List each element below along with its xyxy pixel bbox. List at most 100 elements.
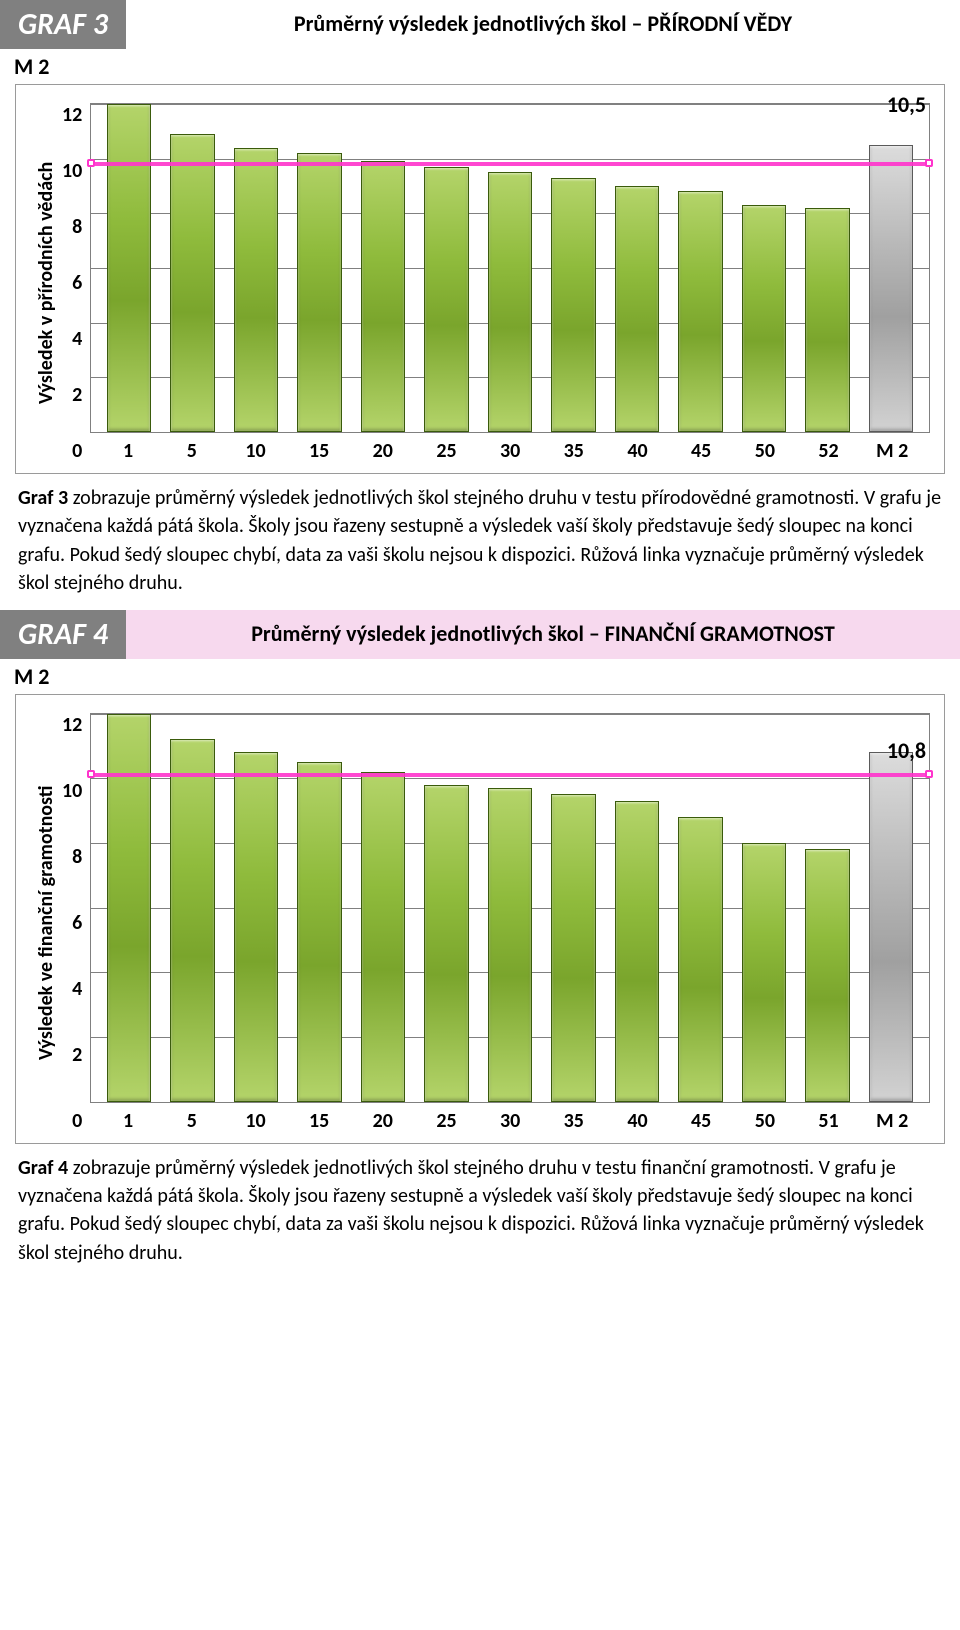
- y-tick: 6: [62, 911, 82, 935]
- graf3-ref-marker-right: [925, 159, 933, 167]
- bar-slot: [415, 104, 479, 432]
- bar-slot: [732, 714, 796, 1102]
- y-tick: 4: [62, 327, 82, 351]
- graf4-title: Průměrný výsledek jednotlivých škol – FI…: [126, 610, 960, 659]
- bar: [234, 752, 278, 1101]
- graf4-y-axis-title: Výsledek ve finanční gramotnosti: [30, 713, 62, 1133]
- bar: [424, 785, 468, 1102]
- bar: [361, 772, 405, 1102]
- bar: [234, 148, 278, 432]
- x-tick: 40: [606, 439, 670, 463]
- bar-slot: [478, 104, 542, 432]
- graf4-header: GRAF 4 Průměrný výsledek jednotlivých šk…: [0, 610, 960, 659]
- bar: [297, 762, 341, 1102]
- graf4-bars: [91, 714, 929, 1102]
- graf4-badge: GRAF 4: [0, 610, 126, 659]
- graf3-section: GRAF 3 Průměrný výsledek jednotlivých šk…: [0, 0, 960, 610]
- bar-slot: [224, 714, 288, 1102]
- x-tick: 10: [224, 1109, 288, 1133]
- bar-slot: [478, 714, 542, 1102]
- graf3-callout: 10,5: [887, 91, 926, 118]
- x-tick: 5: [160, 1109, 224, 1133]
- bar: [488, 172, 532, 432]
- x-tick: 45: [669, 1109, 733, 1133]
- x-tick: 10: [224, 439, 288, 463]
- graf3-plot-area: [90, 103, 930, 433]
- x-tick: 35: [542, 439, 606, 463]
- bar: [297, 153, 341, 432]
- x-tick: 5: [160, 439, 224, 463]
- bar: [170, 739, 214, 1101]
- y-tick: 6: [62, 271, 82, 295]
- bar-slot: [351, 104, 415, 432]
- x-tick: 40: [606, 1109, 670, 1133]
- bar: [361, 161, 405, 432]
- bar-slot: [288, 104, 352, 432]
- bar-slot: [288, 714, 352, 1102]
- x-tick: 25: [415, 1109, 479, 1133]
- x-tick: 1: [96, 1109, 160, 1133]
- y-tick: 0: [62, 439, 82, 463]
- x-tick: 50: [733, 1109, 797, 1133]
- graf4-chart: 10,8 Výsledek ve finanční gramotnosti 12…: [15, 694, 945, 1144]
- graf3-ref-marker-left: [87, 159, 95, 167]
- bar: [805, 849, 849, 1101]
- graf4-desc-prefix: Graf 4: [18, 1156, 68, 1180]
- graf3-x-ticks: 1510152025303540455052M 2: [90, 433, 930, 463]
- graf3-desc-body: zobrazuje průměrný výsledek jednotlivých…: [18, 486, 941, 595]
- bar: [742, 843, 786, 1102]
- bar-slot: [542, 714, 606, 1102]
- graf4-ref-marker-right: [925, 770, 933, 778]
- x-tick: 15: [287, 1109, 351, 1133]
- bar: [551, 794, 595, 1101]
- bar-slot: [605, 714, 669, 1102]
- x-tick: 52: [797, 439, 861, 463]
- x-tick: M 2: [860, 1109, 924, 1133]
- bar-slot: [415, 714, 479, 1102]
- bar-slot: [161, 714, 225, 1102]
- x-tick: 25: [415, 439, 479, 463]
- graf4-y-ticks: 121086420: [62, 713, 90, 1133]
- bar-your-school: [869, 145, 913, 432]
- graf3-description: Graf 3 zobrazuje průměrný výsledek jedno…: [0, 480, 960, 610]
- graf4-chart-inner: Výsledek ve finanční gramotnosti 1210864…: [30, 713, 930, 1133]
- graf3-title: Průměrný výsledek jednotlivých škol – PŘ…: [126, 0, 960, 49]
- graf3-y-ticks: 121086420: [62, 103, 90, 463]
- x-tick: 51: [797, 1109, 861, 1133]
- y-tick: 10: [62, 159, 82, 183]
- bar: [805, 208, 849, 432]
- bar-slot: [97, 714, 161, 1102]
- x-tick: 30: [478, 1109, 542, 1133]
- y-tick: 0: [62, 1109, 82, 1133]
- y-tick: 8: [62, 215, 82, 239]
- x-tick: 35: [542, 1109, 606, 1133]
- graf3-plot-column: 1510152025303540455052M 2: [90, 103, 930, 463]
- x-tick: 20: [351, 439, 415, 463]
- graf4-m2-label: M 2: [0, 659, 960, 690]
- x-tick: M 2: [860, 439, 924, 463]
- bar: [488, 788, 532, 1102]
- bar: [615, 801, 659, 1102]
- graf3-chart: 10,5 Výsledek v přírodních vědách 12 10 8 6…: [15, 84, 945, 474]
- y-tick: 4: [62, 977, 82, 1001]
- graf4-plot-column: 1510152025303540455051M 2: [90, 713, 930, 1133]
- graf4-plot-area: [90, 713, 930, 1103]
- bar: [107, 104, 151, 432]
- bar: [424, 167, 468, 432]
- bar-slot: [605, 104, 669, 432]
- x-tick: 1: [96, 439, 160, 463]
- bar-your-school: [869, 752, 913, 1101]
- graf3-y-axis-title: Výsledek v přírodních vědách: [30, 103, 62, 463]
- bar: [678, 191, 722, 432]
- graf4-description: Graf 4 zobrazuje průměrný výsledek jedno…: [0, 1150, 960, 1280]
- graf3-bars: [91, 104, 929, 432]
- bar-slot: [351, 714, 415, 1102]
- x-tick: 30: [478, 439, 542, 463]
- bar-slot: [542, 104, 606, 432]
- bar-slot: [161, 104, 225, 432]
- bar-slot: [796, 104, 860, 432]
- y-tick: 12: [62, 103, 82, 127]
- bar: [615, 186, 659, 432]
- bar-slot: [796, 714, 860, 1102]
- x-tick: 50: [733, 439, 797, 463]
